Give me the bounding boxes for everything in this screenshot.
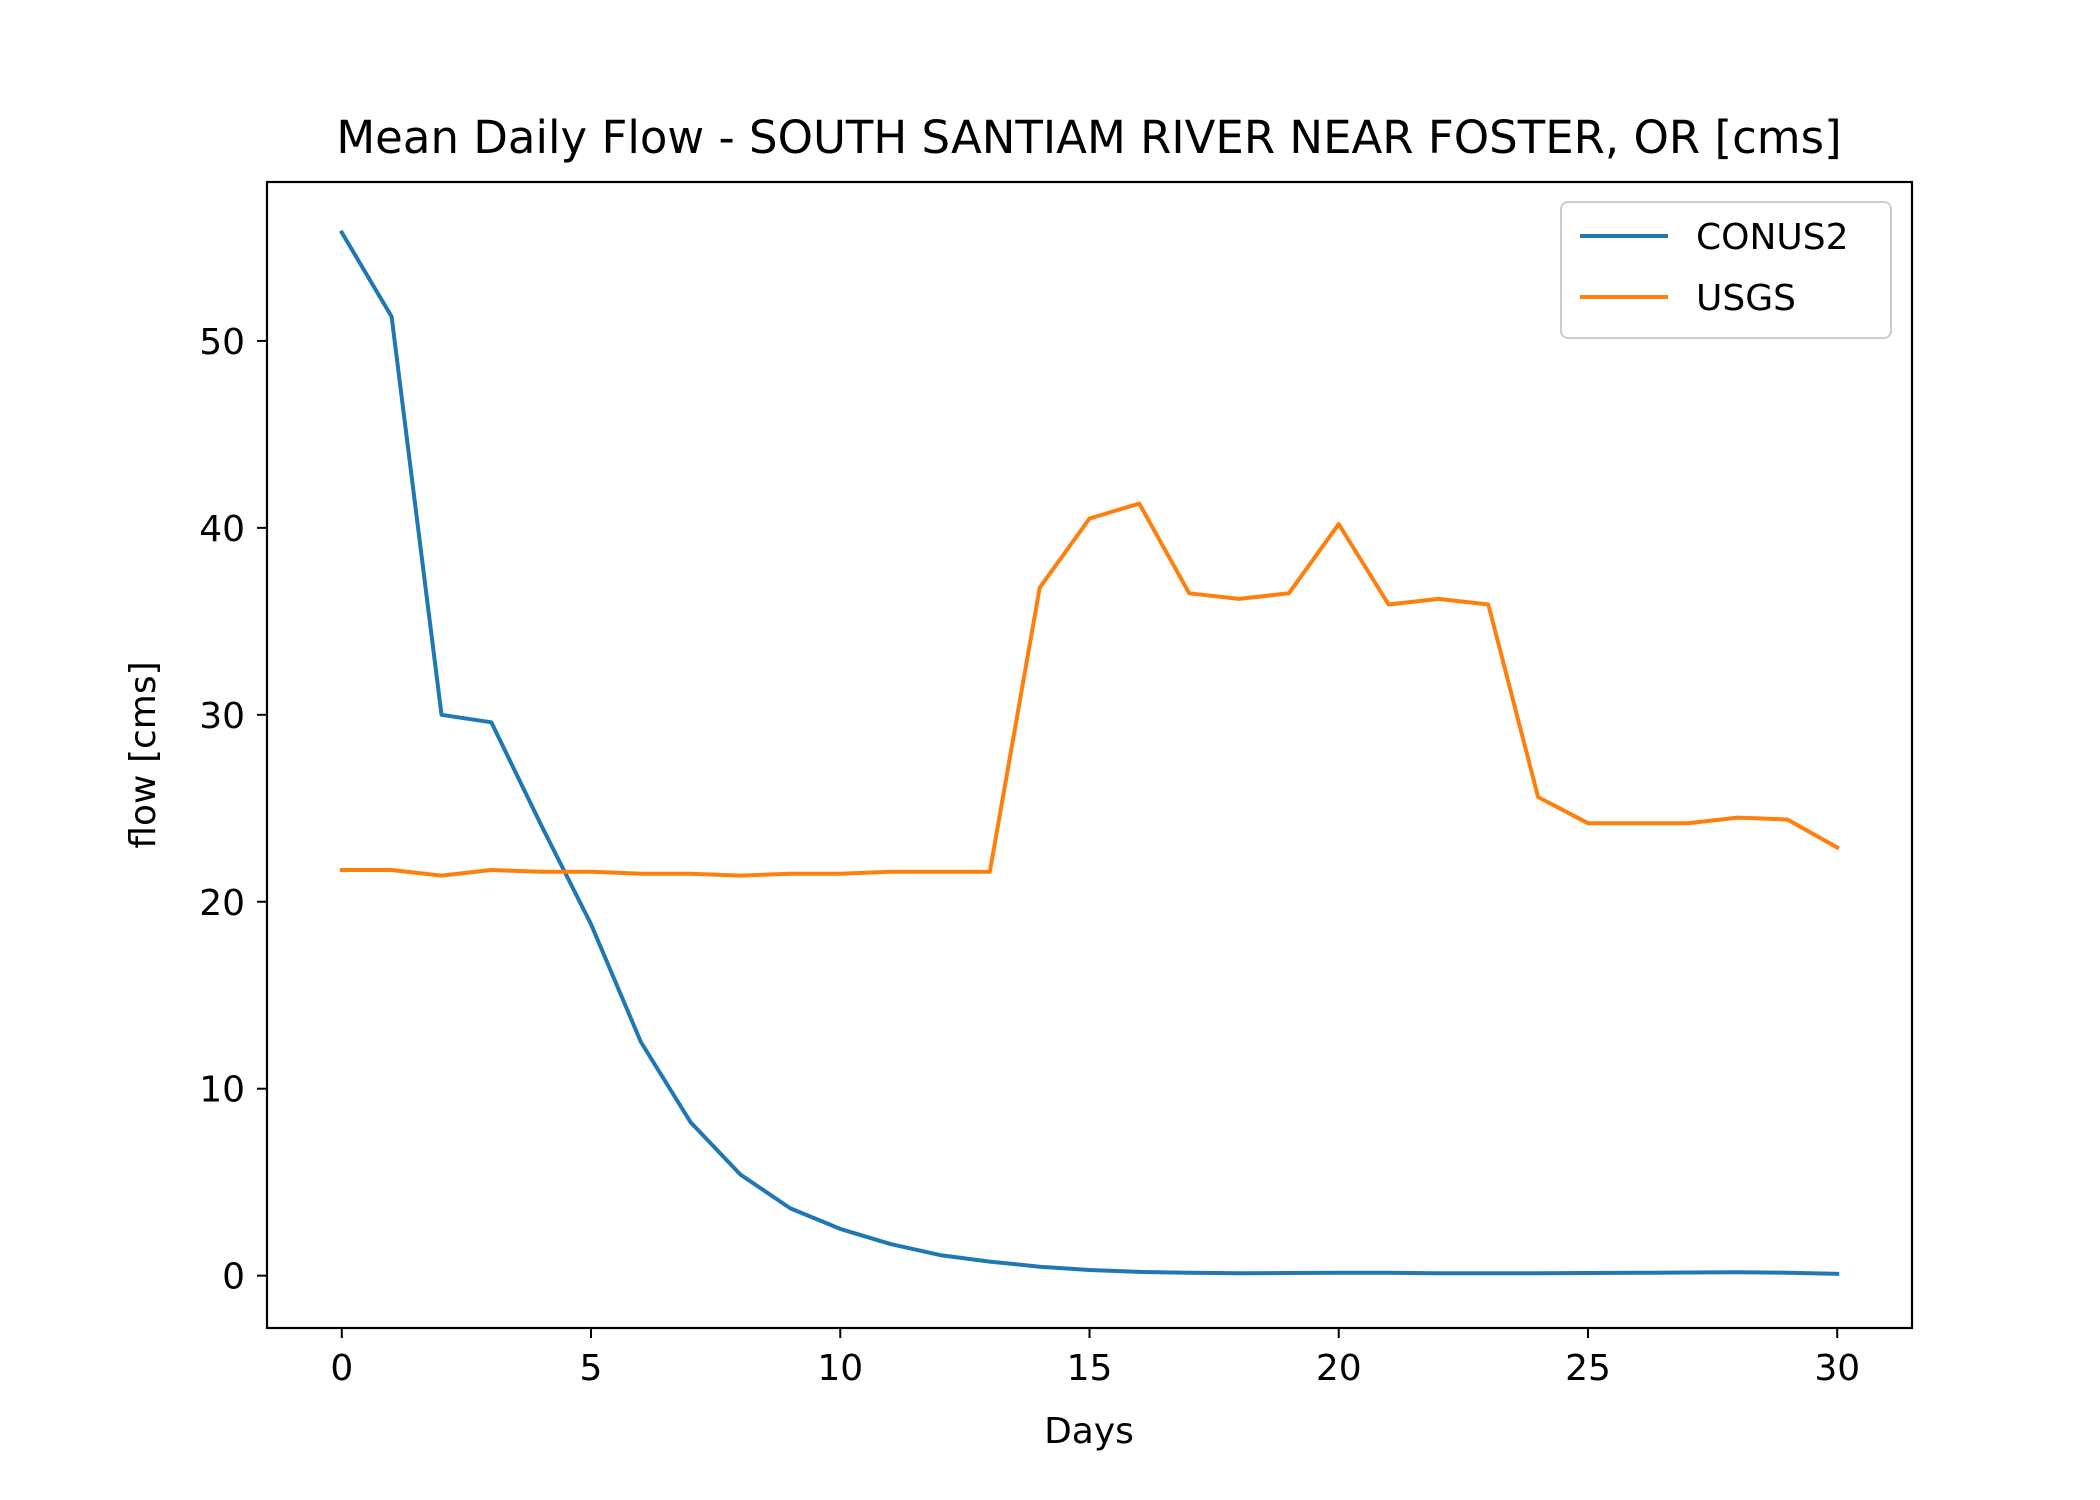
y-tick-label: 30: [199, 696, 245, 737]
axes-frame: [265, 180, 1914, 1330]
x-tick-label: 20: [1316, 1348, 1362, 1389]
chart-title: Mean Daily Flow - SOUTH SANTIAM RIVER NE…: [336, 111, 1841, 164]
x-tick-label: 5: [580, 1348, 603, 1389]
x-tick-label: 25: [1565, 1348, 1611, 1389]
legend-label-conus2: CONUS2: [1696, 217, 1849, 258]
y-tick-label: 40: [199, 509, 245, 550]
series-line-usgs: [339, 501, 1840, 878]
x-tick-label: 10: [817, 1348, 863, 1389]
y-tick-label: 20: [199, 883, 245, 924]
plot-lines: [339, 229, 1840, 1276]
legend: CONUS2 USGS: [1560, 201, 1892, 339]
legend-label-usgs: USGS: [1696, 278, 1796, 319]
y-tick-label: 10: [199, 1070, 245, 1111]
x-tick-label: 30: [1814, 1348, 1860, 1389]
x-axis-label: Days: [1044, 1411, 1134, 1452]
y-axis-ticks: 0 10 20 30 40 50: [199, 322, 267, 1298]
series-line-conus2: [339, 229, 1840, 1276]
x-axis-ticks: 0 5 10 15 20 25 30: [330, 1328, 1860, 1389]
x-tick-label: 15: [1067, 1348, 1113, 1389]
x-tick-label: 0: [330, 1348, 353, 1389]
y-axis-label: flow [cms]: [123, 661, 164, 848]
y-tick-label: 50: [199, 322, 245, 363]
y-tick-label: 0: [222, 1257, 245, 1298]
